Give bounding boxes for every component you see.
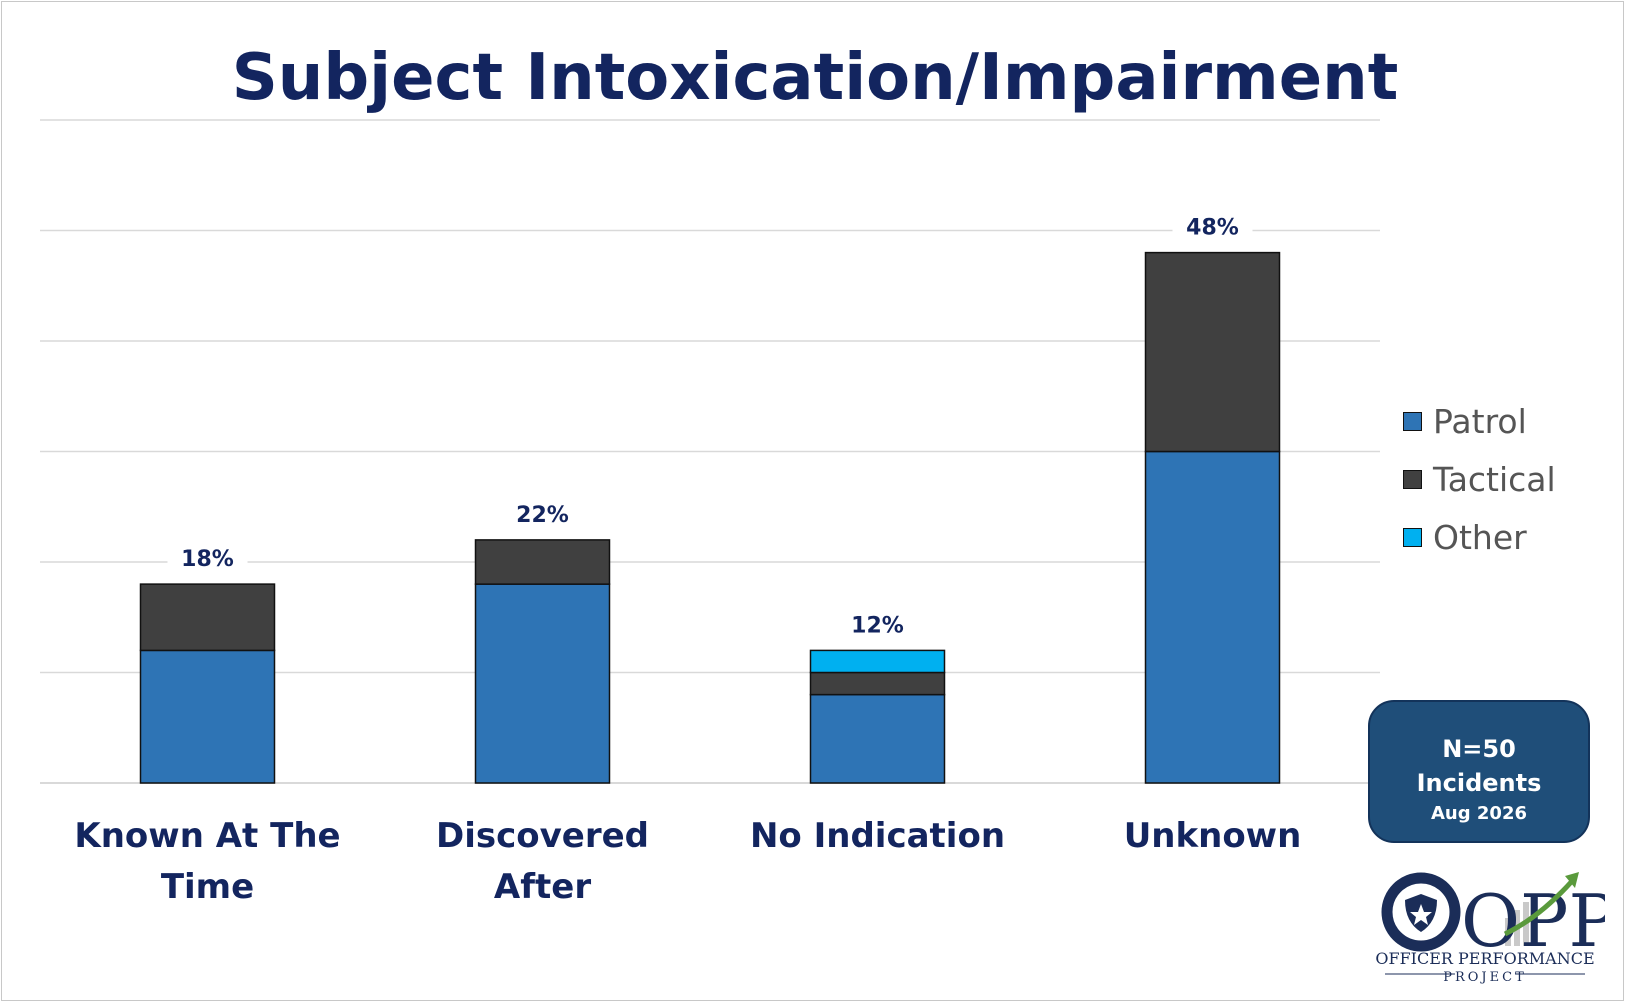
category-label: Unknown [1123,816,1302,856]
bar-segment-patrol [809,693,946,784]
data-label: 18% [181,547,234,572]
legend-label: Other [1433,517,1527,557]
star-icon [1410,904,1432,925]
data-label-background [837,608,918,643]
sample-unit-text: Incidents [1416,769,1542,797]
data-label: 48% [1186,216,1239,241]
category-label: No Indication [749,816,1006,856]
bar-segment-tactical [139,583,276,652]
category-label: Known At The Time [74,816,341,907]
legend-label: Tactical [1433,459,1556,499]
legend-swatch [1403,411,1422,431]
data-label-background [502,497,583,532]
bar-segment-patrol [474,583,611,784]
arrow-head-icon [1565,872,1579,888]
data-label: 12% [851,613,904,638]
bar-segment-tactical [474,539,611,585]
legend-item-tactical: Tactical [1403,450,1556,508]
bar-segment-tactical [1144,251,1281,453]
logo-line2: PROJECT [1443,970,1527,985]
bar-segment-patrol [1144,450,1281,784]
data-label: 22% [516,503,569,528]
chart-title: Subject Intoxication/Impairment [231,41,1399,115]
legend-item-other: Other [1403,508,1556,566]
legend-item-patrol: Patrol [1403,392,1556,450]
logo-o-ring [1381,872,1461,952]
opp-logo-graphic: OPP OFFICER PERFORMANCE PROJECT [1375,872,1617,985]
sample-size-text: N=50 [1442,735,1516,763]
data-label-background [1172,210,1253,245]
legend-swatch [1403,527,1422,547]
logo-line1: OFFICER PERFORMANCE [1375,949,1594,968]
date-text: Aug 2026 [1431,803,1527,824]
logo-letters: OPP [1461,879,1605,963]
bar-segment-tactical [809,671,946,696]
legend-swatch [1403,469,1422,489]
opp-logo: OPP OFFICER PERFORMANCE PROJECT [1365,862,1617,992]
sample-size-box: N=50 Incidents Aug 2026 [1368,700,1590,843]
data-label-background [167,542,248,577]
category-label: Discovered After [435,816,649,907]
legend: Patrol Tactical Other [1403,392,1556,566]
bar-segment-other [809,649,946,674]
legend-label: Patrol [1433,401,1527,441]
growth-arrow-icon [1503,878,1575,937]
bar-segment-patrol [139,649,276,784]
